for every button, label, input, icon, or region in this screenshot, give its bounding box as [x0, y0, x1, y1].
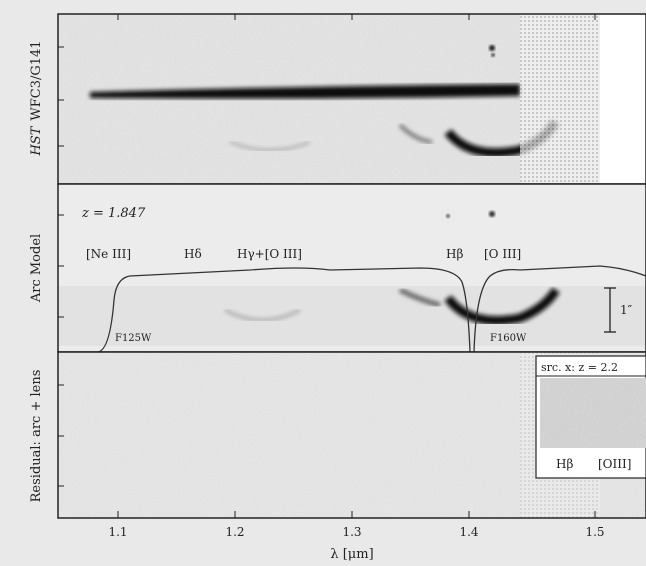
panel-arc-model: [58, 184, 646, 352]
x-axis-label: λ [μm]: [330, 547, 373, 562]
arc-feature-model: [444, 287, 560, 325]
inset-title: src. x: z = 2.2: [541, 361, 618, 374]
line-label-o3: [O III]: [484, 247, 521, 261]
inset-source-panel: [535, 355, 646, 479]
line-label-ne3: [Ne III]: [86, 247, 131, 261]
line-label-hbeta: Hβ: [446, 247, 463, 261]
redshift-label: z = 1.847: [81, 206, 146, 221]
masked-region: [520, 14, 600, 184]
x-tick-label: 1.1: [108, 525, 127, 539]
f160w-curve: [473, 265, 646, 352]
panel-hst-spectrum: [58, 14, 646, 184]
x-tick-label: 1.5: [585, 525, 604, 539]
inset-label-hbeta: Hβ: [556, 457, 573, 471]
line-label-hdelta: Hδ: [184, 247, 202, 261]
inset-label-o3: [OIII]: [598, 457, 631, 471]
ylabel-arc-model: Arc Model: [29, 234, 44, 303]
filter-label-f125w: F125W: [115, 333, 152, 344]
ylabel-residual: Residual: arc + lens: [29, 370, 44, 503]
f125w-curve: [97, 267, 471, 352]
line-label-hgamma-o3: Hγ+[O III]: [237, 247, 302, 261]
scale-bar: [604, 287, 616, 333]
x-tick-label: 1.4: [459, 525, 478, 539]
ylabel-hst: HSTWFC3/G141: [29, 40, 44, 156]
x-tick-label: 1.3: [342, 525, 361, 539]
continuum-trace: [90, 84, 520, 99]
x-axis: [117, 14, 596, 518]
x-tick-label: 1.2: [225, 525, 244, 539]
scale-bar-label: 1″: [620, 303, 633, 317]
filter-label-f160w: F160W: [490, 333, 527, 344]
